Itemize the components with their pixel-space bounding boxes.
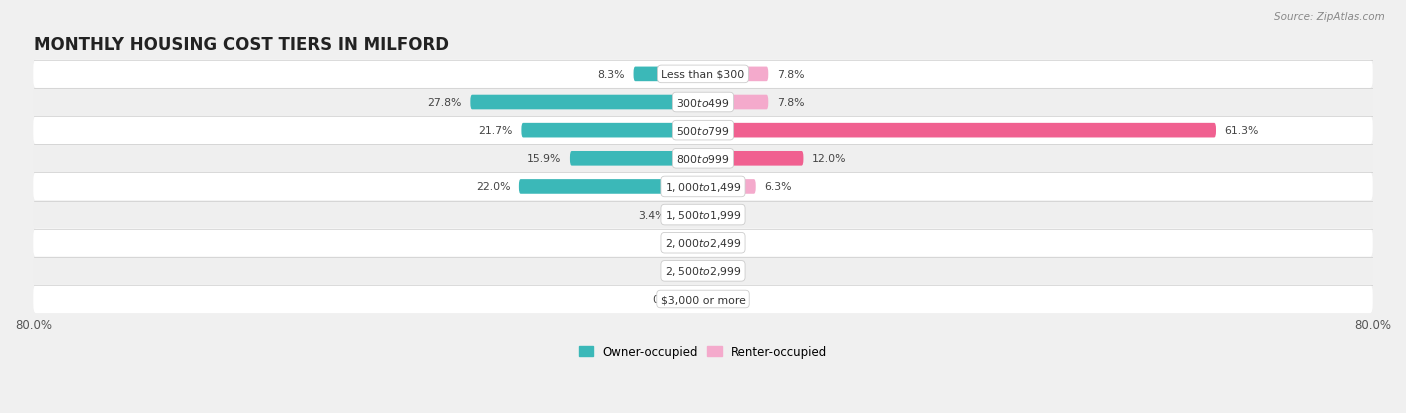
Text: 6.3%: 6.3% — [763, 182, 792, 192]
FancyBboxPatch shape — [34, 173, 1372, 201]
Text: 8.3%: 8.3% — [598, 70, 626, 80]
FancyBboxPatch shape — [675, 208, 703, 222]
FancyBboxPatch shape — [634, 67, 703, 82]
Text: 21.7%: 21.7% — [478, 126, 513, 136]
Legend: Owner-occupied, Renter-occupied: Owner-occupied, Renter-occupied — [574, 341, 832, 363]
FancyBboxPatch shape — [703, 95, 768, 110]
Text: 15.9%: 15.9% — [527, 154, 561, 164]
Text: 0.98%: 0.98% — [652, 294, 686, 304]
Text: $300 to $499: $300 to $499 — [676, 97, 730, 109]
Text: $3,000 or more: $3,000 or more — [661, 294, 745, 304]
FancyBboxPatch shape — [569, 152, 703, 166]
Text: $1,500 to $1,999: $1,500 to $1,999 — [665, 209, 741, 221]
Text: $500 to $799: $500 to $799 — [676, 125, 730, 137]
Text: $2,500 to $2,999: $2,500 to $2,999 — [665, 265, 741, 278]
Text: 0.0%: 0.0% — [666, 266, 695, 276]
Text: $1,000 to $1,499: $1,000 to $1,499 — [665, 180, 741, 193]
FancyBboxPatch shape — [703, 180, 755, 194]
Text: $2,000 to $2,499: $2,000 to $2,499 — [665, 237, 741, 249]
Text: $800 to $999: $800 to $999 — [676, 153, 730, 165]
Text: Less than $300: Less than $300 — [661, 70, 745, 80]
FancyBboxPatch shape — [34, 61, 1372, 89]
Text: 3.4%: 3.4% — [638, 210, 666, 220]
Text: 0.0%: 0.0% — [666, 238, 695, 248]
Text: 61.3%: 61.3% — [1225, 126, 1258, 136]
FancyBboxPatch shape — [703, 67, 768, 82]
FancyBboxPatch shape — [34, 89, 1372, 117]
Text: 27.8%: 27.8% — [427, 98, 463, 108]
Text: 0.0%: 0.0% — [711, 210, 740, 220]
FancyBboxPatch shape — [519, 180, 703, 194]
Text: 0.0%: 0.0% — [711, 294, 740, 304]
Text: MONTHLY HOUSING COST TIERS IN MILFORD: MONTHLY HOUSING COST TIERS IN MILFORD — [34, 36, 449, 54]
FancyBboxPatch shape — [34, 229, 1372, 257]
FancyBboxPatch shape — [34, 117, 1372, 145]
FancyBboxPatch shape — [34, 257, 1372, 285]
Text: 7.8%: 7.8% — [776, 98, 804, 108]
Text: 12.0%: 12.0% — [811, 154, 846, 164]
FancyBboxPatch shape — [695, 292, 703, 306]
FancyBboxPatch shape — [703, 123, 1216, 138]
Text: 0.0%: 0.0% — [711, 238, 740, 248]
FancyBboxPatch shape — [703, 152, 803, 166]
FancyBboxPatch shape — [34, 285, 1372, 313]
FancyBboxPatch shape — [34, 145, 1372, 173]
Text: Source: ZipAtlas.com: Source: ZipAtlas.com — [1274, 12, 1385, 22]
Text: 7.8%: 7.8% — [776, 70, 804, 80]
FancyBboxPatch shape — [34, 201, 1372, 229]
FancyBboxPatch shape — [522, 123, 703, 138]
Text: 22.0%: 22.0% — [477, 182, 510, 192]
FancyBboxPatch shape — [471, 95, 703, 110]
Text: 0.0%: 0.0% — [711, 266, 740, 276]
